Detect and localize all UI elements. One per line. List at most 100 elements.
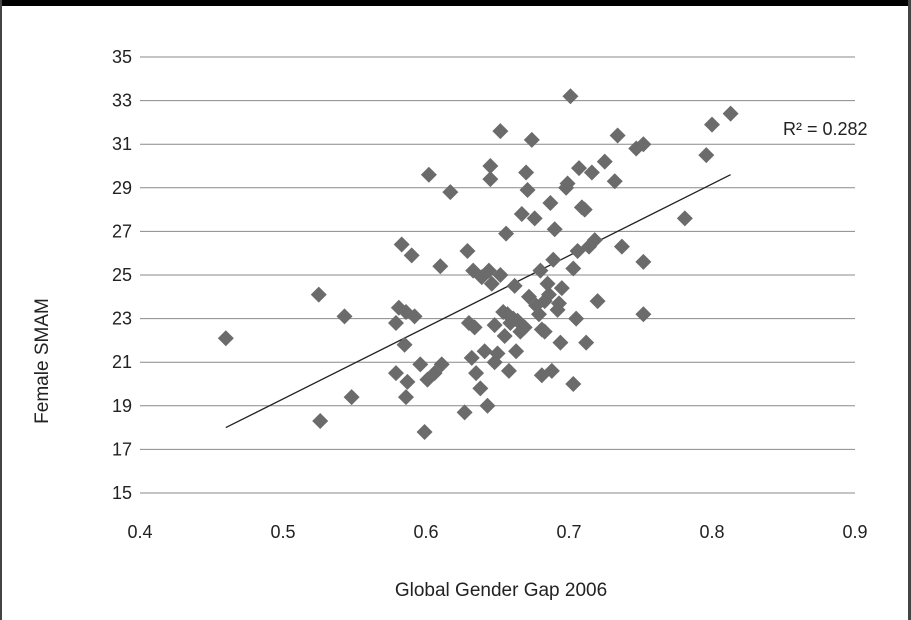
data-point — [433, 356, 450, 373]
data-point — [482, 158, 499, 174]
data-point — [508, 343, 525, 360]
trendline — [225, 174, 731, 429]
x-tick-label: 0.5 — [270, 522, 295, 542]
data-point — [416, 423, 433, 440]
data-point — [552, 334, 569, 351]
y-tick-label: 31 — [112, 134, 132, 154]
data-point — [530, 306, 547, 323]
data-point — [420, 166, 437, 183]
data-point — [532, 262, 549, 279]
data-point — [698, 147, 715, 164]
data-point — [482, 171, 499, 188]
data-point — [583, 164, 600, 181]
data-point — [609, 127, 626, 144]
y-tick-labels: 15 17 19 21 23 25 27 29 31 33 35 — [112, 47, 132, 503]
y-tick-label: 19 — [112, 396, 132, 416]
data-point — [553, 280, 570, 297]
data-point — [543, 362, 560, 379]
data-point — [576, 201, 593, 218]
data-point — [516, 319, 533, 336]
frame-left-border — [0, 0, 2, 620]
data-point — [568, 310, 585, 327]
frame-right-border — [908, 0, 911, 620]
data-point — [492, 267, 509, 283]
data-point — [336, 308, 353, 325]
data-point — [496, 328, 513, 345]
x-axis-title: Global Gender Gap 2006 — [395, 580, 607, 601]
data-point — [518, 164, 535, 181]
data-point — [526, 210, 543, 227]
data-point — [489, 345, 506, 362]
data-point — [466, 319, 483, 336]
y-tick-label: 25 — [112, 265, 132, 285]
gridlines — [140, 56, 855, 450]
data-point — [393, 236, 410, 253]
data-point — [456, 404, 473, 421]
data-point — [442, 184, 459, 201]
x-tick-labels: 0.4 0.5 0.6 0.7 0.8 0.9 — [127, 522, 867, 542]
data-point — [403, 247, 420, 264]
data-point — [546, 221, 563, 238]
r-squared-label: R² = 0.282 — [783, 119, 868, 139]
y-tick-label: 35 — [112, 47, 132, 67]
y-tick-label: 33 — [112, 91, 132, 111]
data-point — [523, 131, 540, 148]
data-point — [486, 317, 503, 334]
data-point — [562, 88, 579, 105]
data-point — [513, 205, 530, 222]
data-point — [506, 277, 523, 294]
data-point — [635, 253, 652, 270]
data-point — [540, 286, 557, 303]
data-point — [387, 314, 404, 331]
data-point — [472, 380, 489, 397]
data-point — [542, 195, 559, 212]
x-tick-label: 0.8 — [699, 522, 724, 542]
data-point — [565, 376, 582, 392]
data-point — [483, 275, 500, 292]
data-point — [498, 225, 515, 242]
y-tick-label: 17 — [112, 439, 132, 459]
y-tick-label: 15 — [112, 483, 132, 503]
data-point — [500, 362, 517, 379]
y-tick-label: 21 — [112, 352, 132, 372]
data-point — [217, 330, 234, 347]
data-point — [479, 397, 496, 414]
x-tick-label: 0.9 — [842, 522, 867, 542]
data-point — [606, 173, 623, 190]
data-point — [586, 232, 603, 249]
data-point — [406, 308, 423, 325]
data-point — [468, 365, 485, 382]
x-tick-label: 0.7 — [556, 522, 581, 542]
data-point — [571, 160, 588, 177]
data-point — [343, 389, 360, 406]
data-point — [432, 258, 449, 275]
data-point — [722, 105, 739, 122]
y-axis-title: Female SMAM — [32, 298, 53, 424]
data-point — [578, 334, 595, 351]
x-tick-label: 0.4 — [127, 522, 152, 542]
data-point — [412, 356, 429, 373]
data-point — [476, 343, 493, 360]
data-point — [519, 181, 536, 198]
data-point — [704, 116, 720, 133]
data-point — [459, 243, 476, 260]
data-point — [635, 136, 652, 153]
data-point — [536, 323, 553, 340]
data-point — [613, 238, 630, 255]
y-tick-label: 29 — [112, 178, 132, 198]
data-point — [550, 295, 567, 312]
data-point — [399, 373, 416, 390]
data-points — [217, 88, 739, 440]
y-tick-label: 23 — [112, 309, 132, 329]
data-point — [596, 153, 613, 170]
data-point — [676, 210, 693, 227]
data-point — [545, 251, 562, 268]
data-point — [589, 293, 606, 310]
data-point — [397, 389, 414, 406]
frame-top-border — [0, 0, 911, 6]
data-point — [310, 286, 327, 303]
data-point — [463, 349, 480, 366]
data-point — [565, 260, 582, 277]
